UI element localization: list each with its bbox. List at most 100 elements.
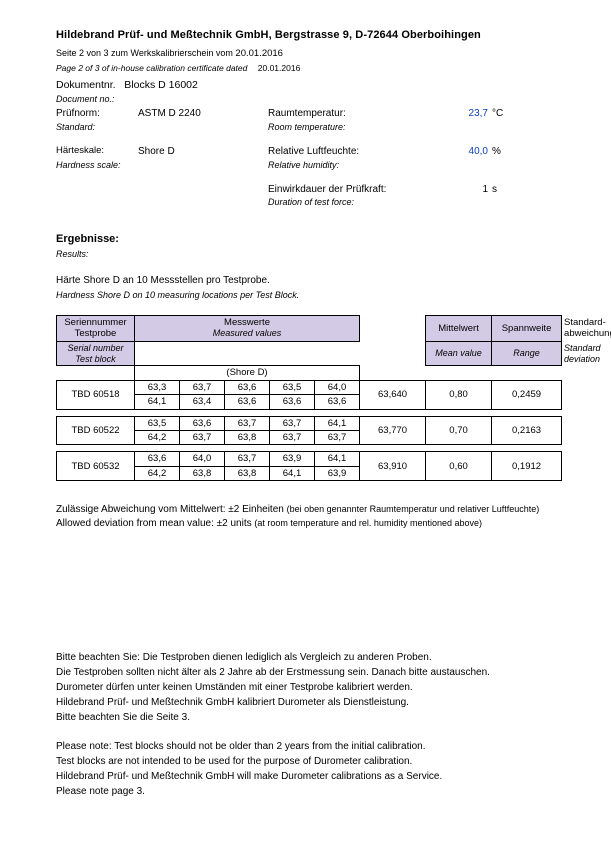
dev-en-2: (at room temperature and rel. humidity m… <box>254 518 482 528</box>
range-cell: 0,70 <box>426 416 492 445</box>
h-range: Spannweite <box>492 315 562 341</box>
company-line: Hildebrand Prüf- und Meßtechnik GmbH, Be… <box>56 28 573 43</box>
humid-label-it: Relative humidity: <box>268 159 418 171</box>
docnr-val: Blocks D 16002 <box>124 79 198 91</box>
value-cell: 64,1 <box>315 416 360 430</box>
page-line-de-text: Seite 2 von 3 zum Werkskalibrierschein v… <box>56 48 233 58</box>
mean-cell: 63,770 <box>360 416 426 445</box>
results-title-it: Results: <box>56 248 573 260</box>
temp-unit: °C <box>488 107 512 121</box>
table-gap-row <box>57 409 562 416</box>
mean-cell: 63,640 <box>360 380 426 409</box>
footer-line: Hildebrand Prüf- und Meßtechnik GmbH kal… <box>56 695 573 710</box>
serial-cell: TBD 60532 <box>57 452 135 481</box>
sd-cell: 0,2459 <box>492 380 562 409</box>
value-cell: 63,6 <box>180 416 225 430</box>
value-cell: 64,0 <box>315 380 360 394</box>
value-cell: 63,5 <box>135 416 180 430</box>
serial-cell: TBD 60522 <box>57 416 135 445</box>
footer-de: Bitte beachten Sie: Die Testproben diene… <box>56 650 573 725</box>
h-serial: Seriennummer Testprobe <box>57 315 135 341</box>
footer-line: Test blocks are not intended to be used … <box>56 754 573 769</box>
range-cell: 0,60 <box>426 452 492 481</box>
date-de: 20.01.2016 <box>235 48 283 59</box>
value-cell: 63,8 <box>180 466 225 480</box>
serial-cell: TBD 60518 <box>57 380 135 409</box>
results-sub: Härte Shore D an 10 Messstellen pro Test… <box>56 274 573 288</box>
h-range-it: Range <box>492 341 562 366</box>
humid-label: Relative Luftfeuchte: <box>268 145 418 159</box>
footer-line: Please note: Test blocks should not be o… <box>56 739 573 754</box>
footer-en: Please note: Test blocks should not be o… <box>56 739 573 799</box>
value-cell: 63,6 <box>270 395 315 409</box>
footer-line: Please note page 3. <box>56 784 573 799</box>
temp-label: Raumtemperatur: <box>268 107 418 121</box>
value-cell: 63,6 <box>225 380 270 394</box>
value-cell: 63,7 <box>225 416 270 430</box>
value-cell: 63,6 <box>315 395 360 409</box>
h-mean: Mittelwert <box>426 315 492 341</box>
value-cell: 63,7 <box>225 452 270 466</box>
value-cell: 64,2 <box>135 466 180 480</box>
page-line-en: Page 2 of 3 of in-house calibration cert… <box>56 63 573 74</box>
h-mean-it: Mean value <box>426 341 492 366</box>
shored-label: (Shore D) <box>135 366 360 380</box>
docnr: Dokumentnr. Blocks D 16002 <box>56 78 573 92</box>
footer-line: Bitte beachten Sie die Seite 3. <box>56 710 573 725</box>
table-row: TBD 6051863,363,763,663,564,063,6400,800… <box>57 380 562 394</box>
scale-label: Härteskale: <box>56 145 138 159</box>
scale-label-it: Hardness scale: <box>56 159 138 171</box>
table-shored-row: (Shore D) <box>57 366 562 380</box>
table-gap-row <box>57 445 562 452</box>
mean-cell: 63,910 <box>360 452 426 481</box>
scale-val: Shore D <box>138 145 268 159</box>
value-cell: 63,4 <box>180 395 225 409</box>
date-en: 20.01.2016 <box>258 63 301 73</box>
docnr-label: Dokumentnr. <box>56 79 116 91</box>
page: Hildebrand Prüf- und Meßtechnik GmbH, Be… <box>0 0 611 864</box>
dur-val: 1 <box>418 183 488 197</box>
measurement-table: Seriennummer Testprobe Messwerte Measure… <box>56 315 562 481</box>
value-cell: 64,1 <box>315 452 360 466</box>
table-row: TBD 6052263,563,663,763,764,163,7700,700… <box>57 416 562 430</box>
docnr-it: Document no.: <box>56 93 573 105</box>
dev-de-1: Zulässige Abweichung vom Mittelwert: ±2 … <box>56 504 284 515</box>
footer-line: Durometer dürfen unter keinen Umständen … <box>56 680 573 695</box>
value-cell: 63,6 <box>135 452 180 466</box>
deviation-note: Zulässige Abweichung vom Mittelwert: ±2 … <box>56 503 573 530</box>
value-cell: 64,1 <box>270 466 315 480</box>
value-cell: 63,8 <box>225 466 270 480</box>
value-cell: 63,5 <box>270 380 315 394</box>
footer-line: Hildebrand Prüf- und Meßtechnik GmbH wil… <box>56 769 573 784</box>
humid-unit: % <box>488 145 512 159</box>
sd-cell: 0,2163 <box>492 416 562 445</box>
value-cell: 64,2 <box>135 430 180 444</box>
dur-unit: s <box>488 183 512 197</box>
dev-en-1: Allowed deviation from mean value: ±2 un… <box>56 518 252 529</box>
footer-line: Bitte beachten Sie: Die Testproben diene… <box>56 650 573 665</box>
norm-val: ASTM D 2240 <box>138 107 268 121</box>
value-cell: 63,7 <box>315 430 360 444</box>
norm-label: Prüfnorm: <box>56 107 138 121</box>
value-cell: 63,7 <box>270 416 315 430</box>
value-cell: 63,6 <box>225 395 270 409</box>
value-cell: 63,7 <box>180 430 225 444</box>
humid-val: 40,0 <box>418 145 488 159</box>
table-header-it-row: Serial number Test block Mean value Rang… <box>57 341 562 366</box>
temp-label-it: Room temperature: <box>268 121 418 133</box>
value-cell: 64,0 <box>180 452 225 466</box>
info-grid: Prüfnorm: ASTM D 2240 Raumtemperatur: 23… <box>56 107 573 208</box>
results-title: Ergebnisse: <box>56 232 573 247</box>
range-cell: 0,80 <box>426 380 492 409</box>
dur-label: Einwirkdauer der Prüfkraft: <box>268 183 418 197</box>
value-cell: 63,3 <box>135 380 180 394</box>
page-line-en-text: Page 2 of 3 of in-house calibration cert… <box>56 63 247 73</box>
h-serial-it: Serial number Test block <box>57 341 135 366</box>
dev-de-2: (bei oben genannter Raumtemperatur und r… <box>287 504 540 514</box>
table-row: TBD 6053263,664,063,763,964,163,9100,600… <box>57 452 562 466</box>
page-line-de: Seite 2 von 3 zum Werkskalibrierschein v… <box>56 47 573 61</box>
footer-line: Die Testproben sollten nicht älter als 2… <box>56 665 573 680</box>
table-header-row: Seriennummer Testprobe Messwerte Measure… <box>57 315 562 341</box>
value-cell: 64,1 <box>135 395 180 409</box>
dur-label-it: Duration of test force: <box>268 196 418 208</box>
